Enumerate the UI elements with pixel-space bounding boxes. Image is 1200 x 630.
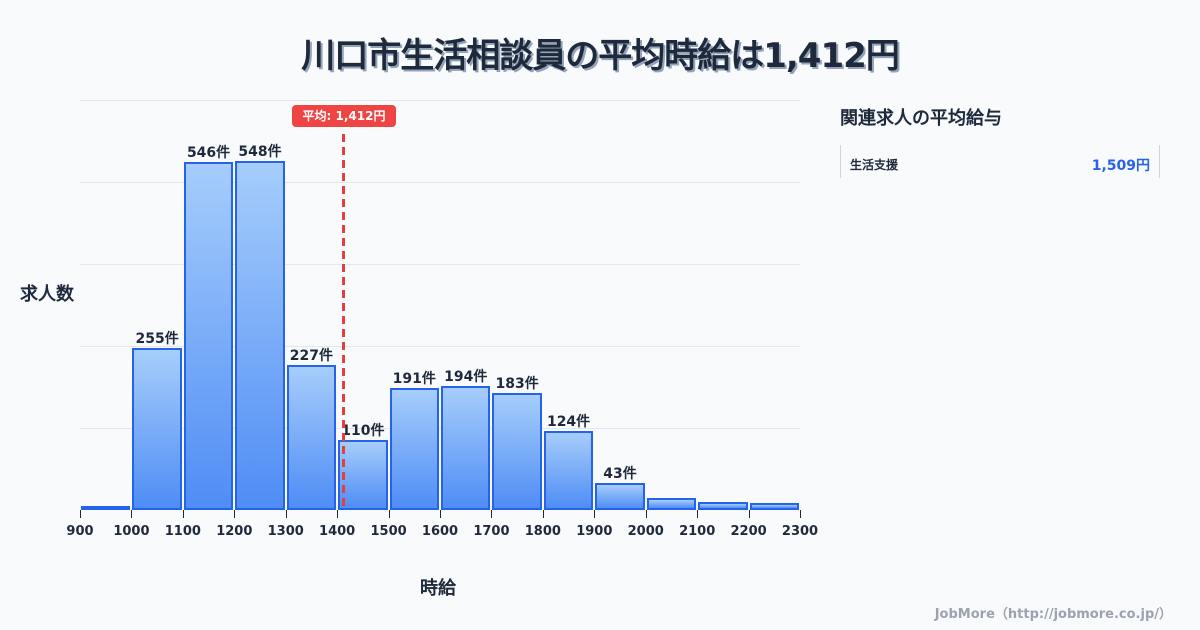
histogram-bar [646, 497, 697, 510]
gridline [80, 182, 800, 183]
x-tick-label: 1900 [576, 524, 613, 539]
x-tick [131, 510, 133, 518]
x-tick [748, 510, 750, 518]
bar-value-label: 194件 [444, 369, 488, 386]
related-job-salary: 1,509円 [1091, 158, 1150, 174]
related-job-row[interactable]: 生活支援 1,509円 [840, 145, 1160, 178]
x-tick-label: 1400 [319, 524, 356, 539]
histogram-bar [543, 431, 594, 510]
x-tick-label: 2000 [627, 524, 664, 539]
x-tick-label: 1100 [164, 524, 201, 539]
average-badge: 平均: 1,412円 [292, 105, 396, 127]
average-line [342, 134, 345, 510]
related-jobs-title: 関連求人の平均給与 [840, 108, 1002, 129]
bar-value-label: 43件 [603, 465, 637, 482]
histogram-bar [595, 482, 645, 510]
bar-value-label: 191件 [392, 371, 436, 388]
x-tick [645, 510, 647, 518]
histogram-bar [492, 393, 542, 510]
x-tick [388, 510, 390, 518]
histogram-bar [132, 347, 182, 510]
x-tick [80, 510, 81, 518]
related-job-name: 生活支援 [850, 158, 899, 172]
x-tick-label: 2100 [679, 524, 716, 539]
histogram-bar [183, 162, 234, 510]
x-tick-label: 1200 [216, 524, 253, 539]
x-tick-label: 1000 [113, 524, 150, 539]
histogram-bar [338, 439, 388, 510]
histogram-bar [749, 502, 799, 510]
bar-value-label: 255件 [135, 330, 179, 347]
x-tick [542, 510, 544, 518]
page-title: 川口市生活相談員の平均時給は1,412円 [301, 36, 900, 76]
histogram-bar [286, 365, 337, 510]
y-axis-label: 求人数 [20, 284, 74, 305]
x-tick [234, 510, 236, 518]
footer-credit: JobMore（http://jobmore.co.jp/） [934, 607, 1172, 622]
bar-value-label: 227件 [289, 348, 334, 365]
x-tick [182, 510, 184, 518]
x-tick [594, 510, 596, 518]
x-tick-label: 900 [66, 524, 94, 539]
x-tick [440, 510, 441, 518]
x-tick [800, 510, 802, 518]
gridline [80, 264, 800, 265]
histogram-bar [235, 161, 285, 510]
x-tick [697, 510, 699, 518]
x-tick [285, 510, 287, 518]
x-tick-label: 1800 [524, 524, 561, 539]
bar-value-label: 546件 [186, 145, 231, 162]
gridline [80, 346, 800, 347]
x-tick [491, 510, 493, 518]
histogram-bar [389, 388, 439, 510]
x-tick [337, 510, 339, 518]
histogram-bar [441, 386, 491, 510]
bar-value-label: 548件 [238, 144, 282, 161]
histogram-bar [698, 502, 748, 510]
histogram-bar [81, 506, 131, 510]
x-tick-label: 1500 [370, 524, 407, 539]
gridline [80, 100, 800, 101]
x-tick-label: 1700 [473, 524, 510, 539]
bar-value-label: 183件 [495, 376, 539, 393]
bar-value-label: 124件 [546, 414, 591, 431]
gridline [80, 428, 800, 429]
bar-value-label: 110件 [341, 422, 385, 439]
x-axis-label: 時給 [420, 578, 456, 599]
x-tick-label: 2300 [781, 524, 819, 539]
x-tick-label: 2200 [730, 524, 767, 539]
x-tick-label: 1300 [267, 524, 304, 539]
x-tick-label: 1600 [421, 524, 459, 539]
